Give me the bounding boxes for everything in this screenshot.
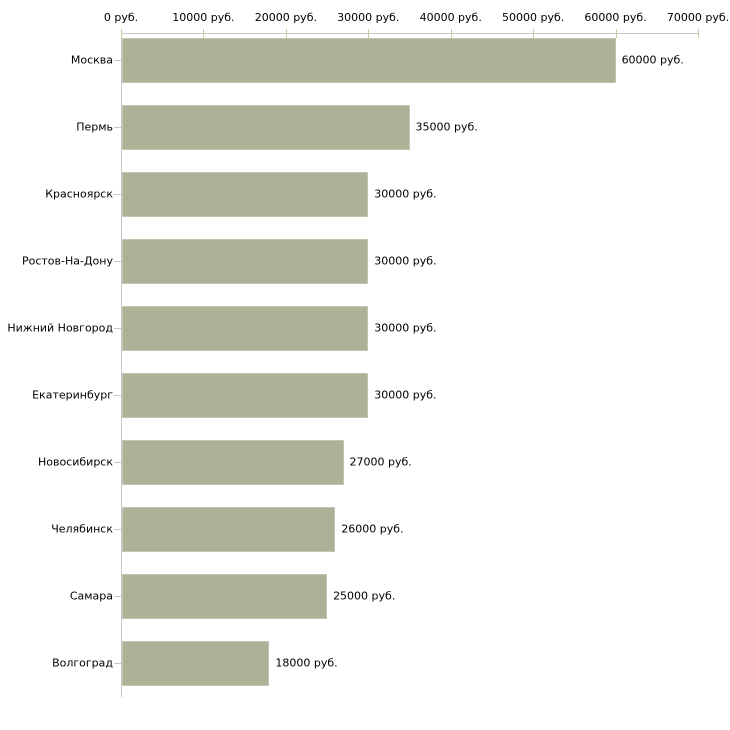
x-axis-tick-mark: [698, 29, 699, 38]
x-axis-tick-mark: [285, 29, 287, 38]
category-label: Ростов-На-Дону: [21, 254, 113, 268]
bar: [122, 640, 270, 686]
category-label: Новосибирск: [37, 455, 113, 469]
bar: [122, 171, 369, 217]
category-label: Нижний Новгород: [7, 321, 113, 335]
value-label: 35000 руб.: [415, 120, 478, 134]
bar: [122, 439, 344, 485]
x-axis-tick-label: 20000 руб.: [254, 11, 317, 24]
x-axis-tick-mark: [533, 29, 535, 38]
bar: [122, 573, 328, 619]
x-axis-tick-mark: [450, 29, 452, 38]
x-axis-tick-label: 30000 руб.: [337, 11, 400, 24]
bar: [122, 104, 410, 150]
bar: [122, 506, 336, 552]
category-label: Екатеринбург: [32, 388, 113, 402]
x-axis-tick-mark: [368, 29, 370, 38]
x-axis-tick-label: 50000 руб.: [502, 11, 565, 24]
y-axis-tick-mark: [114, 529, 121, 530]
x-axis-tick-mark: [615, 29, 617, 38]
category-label: Пермь: [76, 120, 113, 134]
value-label: 30000 руб.: [374, 388, 437, 402]
y-axis-tick-mark: [114, 395, 121, 396]
y-axis-tick-mark: [114, 328, 121, 329]
y-axis-line: [121, 33, 122, 697]
x-axis-tick-label: 60000 руб.: [584, 11, 647, 24]
bar: [122, 238, 369, 284]
bar: [122, 305, 369, 351]
bar: [122, 372, 369, 418]
category-label: Волгоград: [52, 656, 113, 670]
value-label: 30000 руб.: [374, 321, 437, 335]
y-axis-tick-mark: [114, 127, 121, 128]
bar: [122, 37, 616, 83]
category-label: Челябинск: [51, 522, 113, 536]
x-axis-tick-label: 0 руб.: [103, 11, 139, 24]
x-axis-tick-mark: [121, 29, 122, 38]
y-axis-tick-mark: [114, 60, 121, 61]
value-label: 26000 руб.: [341, 522, 404, 536]
value-label: 25000 руб.: [333, 589, 396, 603]
y-axis-tick-mark: [114, 596, 121, 597]
y-axis-tick-mark: [114, 462, 121, 463]
value-label: 30000 руб.: [374, 187, 437, 201]
x-axis-tick-label: 10000 руб.: [172, 11, 235, 24]
value-label: 27000 руб.: [349, 455, 412, 469]
y-axis-tick-mark: [114, 194, 121, 195]
value-label: 30000 руб.: [374, 254, 437, 268]
y-axis-tick-mark: [114, 663, 121, 664]
value-label: 60000 руб.: [621, 53, 684, 67]
x-axis-tick-mark: [203, 29, 205, 38]
value-label: 18000 руб.: [275, 656, 338, 670]
x-axis-line: [121, 33, 699, 34]
category-label: Красноярск: [45, 187, 113, 201]
y-axis-tick-mark: [114, 261, 121, 262]
category-label: Самара: [69, 589, 113, 603]
x-axis-tick-label: 40000 руб.: [419, 11, 482, 24]
x-axis-tick-label: 70000 руб.: [666, 11, 730, 24]
category-label: Москва: [70, 53, 113, 67]
